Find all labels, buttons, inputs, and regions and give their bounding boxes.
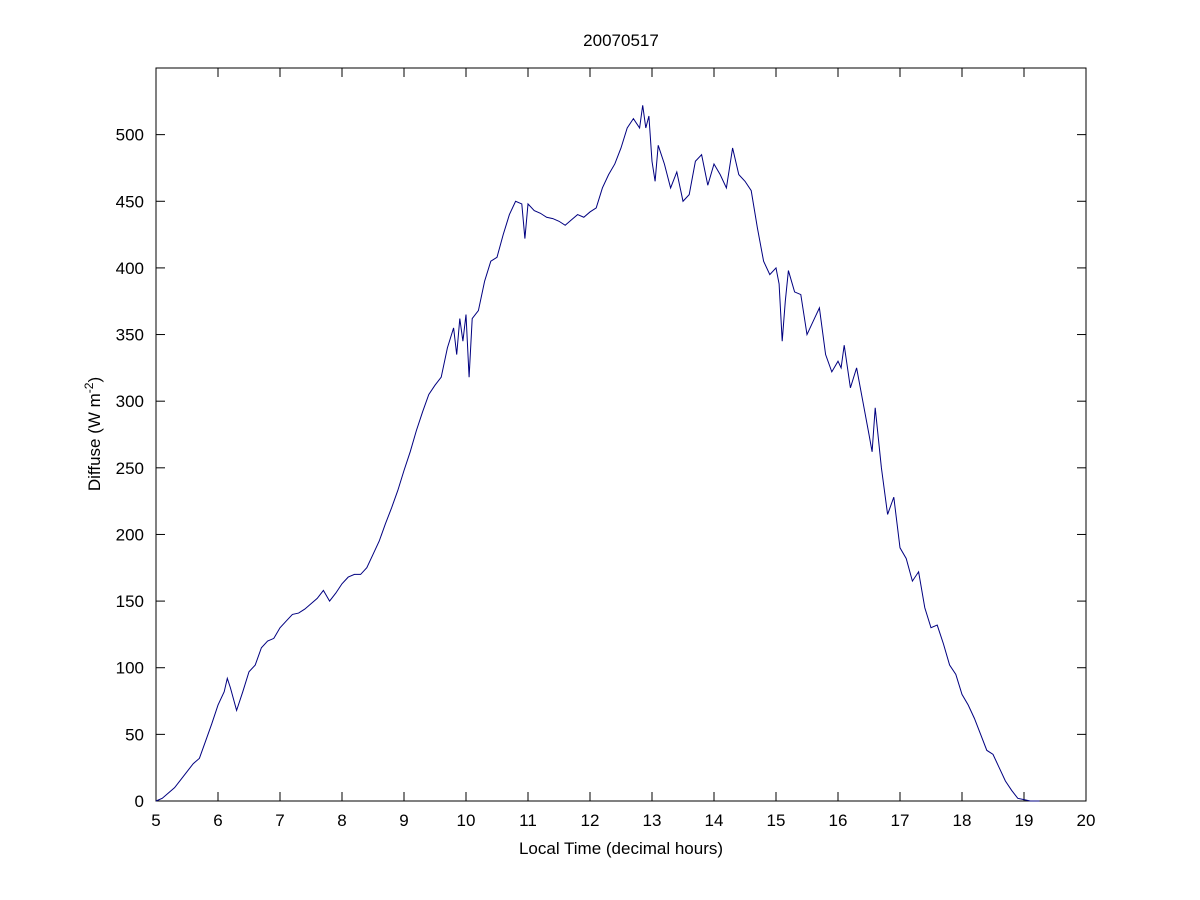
x-tick-label: 7: [275, 811, 284, 830]
data-line: [155, 105, 1040, 802]
y-tick-label: 350: [116, 326, 144, 345]
x-tick-label: 14: [705, 811, 724, 830]
y-axis-label-superscript: -2: [82, 382, 96, 393]
y-tick-label: 400: [116, 259, 144, 278]
x-tick-label: 16: [829, 811, 848, 830]
x-axis-label: Local Time (decimal hours): [519, 839, 723, 858]
y-tick-label: 300: [116, 392, 144, 411]
x-tick-label: 15: [767, 811, 786, 830]
x-tick-label: 19: [1015, 811, 1034, 830]
x-tick-label: 13: [643, 811, 662, 830]
x-tick-label: 5: [151, 811, 160, 830]
y-tick-label: 250: [116, 459, 144, 478]
x-tick-label: 11: [519, 811, 537, 830]
x-tick-label: 8: [337, 811, 346, 830]
x-tick-label: 6: [213, 811, 222, 830]
y-tick-label: 100: [116, 659, 144, 678]
y-tick-label: 50: [125, 725, 144, 744]
y-axis-label-suffix: ): [85, 377, 104, 383]
plot-frame: [155, 67, 1087, 802]
y-tick-label: 450: [116, 192, 144, 211]
y-tick-label: 500: [116, 126, 144, 145]
chart-title: 20070517: [583, 31, 659, 50]
y-axis-label: Diffuse (W m-2): [82, 377, 104, 491]
y-tick-label: 200: [116, 525, 144, 544]
y-tick-label: 150: [116, 592, 144, 611]
x-tick-label: 10: [457, 811, 476, 830]
x-tick-label: 9: [399, 811, 408, 830]
y-tick-label: 0: [135, 792, 144, 811]
y-axis-label-text: Diffuse (W m: [85, 393, 104, 491]
x-tick-label: 12: [581, 811, 600, 830]
x-tick-label: 17: [891, 811, 910, 830]
x-tick-label: 20: [1077, 811, 1096, 830]
x-tick-label: 18: [953, 811, 972, 830]
